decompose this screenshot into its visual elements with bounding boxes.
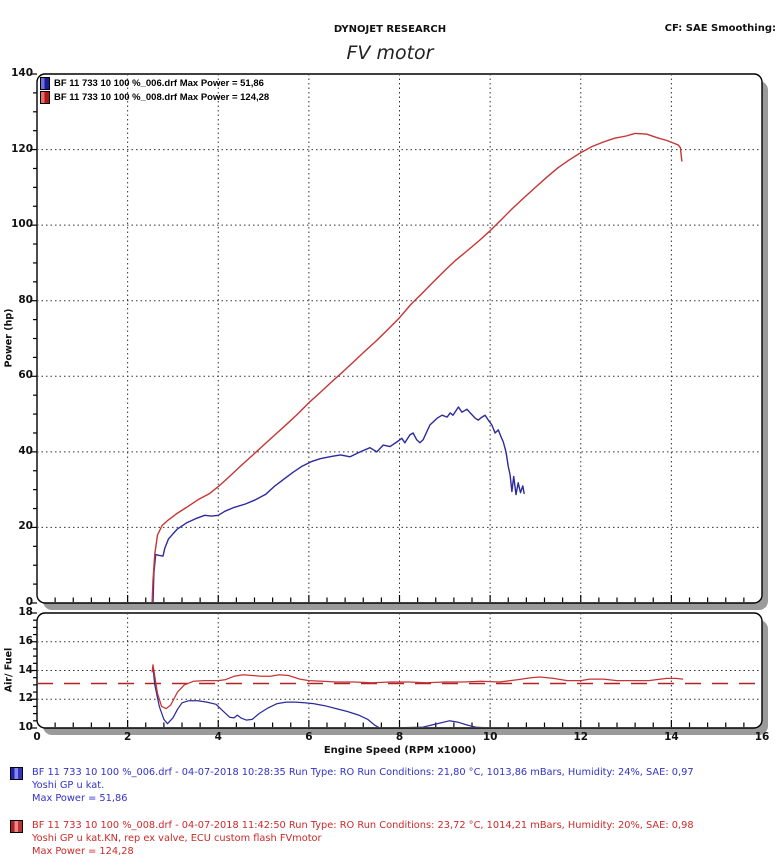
run-swatch-blue (10, 767, 23, 780)
y-tick-label: 100 (11, 218, 33, 231)
legend-label: BF 11 733 10 100 %_008.drf Max Power = 1… (54, 91, 270, 103)
run-line: Max Power = 124,28 (32, 846, 134, 858)
run-info-block-1: BF 11 733 10 100 %_006.drf - 04-07-2018 … (10, 766, 780, 806)
y-tick-label: 140 (11, 67, 33, 79)
legend-item: BF 11 733 10 100 %_008.drf Max Power = 1… (40, 90, 269, 104)
y-tick-label: 20 (18, 520, 33, 533)
y-tick-label: 14 (18, 663, 33, 676)
y-tick-label: 16 (18, 634, 33, 647)
chart-title: FV motor (346, 42, 434, 64)
run-line: Yoshi GP u kat.KN, rep ex valve, ECU cus… (32, 833, 322, 845)
legend-swatch-red (40, 90, 50, 104)
x-tick-label: 8 (395, 731, 404, 743)
power-axis-label: Power (hp) (3, 308, 15, 368)
legend-label: BF 11 733 10 100 %_006.drf Max Power = 5… (54, 77, 264, 89)
x-tick-label: 4 (214, 731, 222, 743)
y-tick-label: 18 (18, 606, 33, 618)
run-line: Yoshi GP u kat. (32, 780, 105, 792)
x-tick-label: 2 (123, 731, 132, 743)
run-line: BF 11 733 10 100 %_008.drf - 04-07-2018 … (32, 820, 694, 831)
y-tick-label: 0 (25, 596, 33, 608)
y-tick-label: 120 (11, 142, 33, 155)
x-tick-label: 6 (305, 731, 313, 743)
y-tick-label: 40 (18, 444, 33, 457)
y-tick-label: 10 (18, 721, 33, 733)
run-line: Max Power = 51,86 (32, 793, 128, 805)
x-tick-label: 14 (664, 731, 679, 743)
run-line: BF 11 733 10 100 %_006.drf - 04-07-2018 … (32, 767, 694, 778)
run-info-block-2: BF 11 733 10 100 %_008.drf - 04-07-2018 … (10, 819, 780, 859)
brand-text: DYNOJET RESEARCH (333, 24, 447, 35)
y-tick-label: 60 (18, 369, 33, 382)
y-tick-label: 12 (18, 692, 33, 705)
cf-smoothing-label: CF: SAE Smoothing: (664, 23, 776, 34)
x-tick-label: 0 (33, 731, 41, 743)
run-swatch-red (10, 820, 23, 833)
engine-speed-axis-label: Engine Speed (RPM x1000) (323, 745, 477, 756)
y-tick-label: 80 (18, 293, 33, 306)
x-tick-label: 16 (754, 731, 770, 743)
x-tick-label: 12 (573, 731, 589, 743)
legend-swatch-blue (40, 76, 50, 90)
legend-item: BF 11 733 10 100 %_006.drf Max Power = 5… (40, 76, 269, 90)
x-tick-label: 10 (482, 731, 498, 743)
chart-legend: BF 11 733 10 100 %_006.drf Max Power = 5… (40, 76, 269, 104)
